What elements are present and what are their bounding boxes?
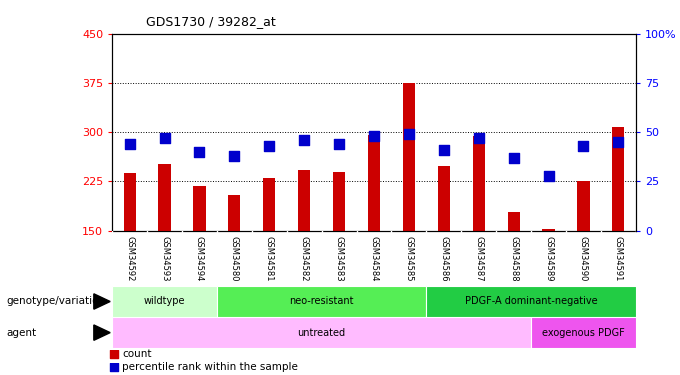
Text: untreated: untreated xyxy=(298,328,345,338)
Point xyxy=(194,149,205,155)
Bar xyxy=(158,164,171,231)
Point xyxy=(403,131,414,137)
Polygon shape xyxy=(94,325,110,340)
Bar xyxy=(298,170,310,231)
Text: GSM34594: GSM34594 xyxy=(195,236,204,281)
Bar xyxy=(426,286,636,317)
Bar xyxy=(217,286,426,317)
Text: GSM34592: GSM34592 xyxy=(125,236,134,281)
Point xyxy=(473,135,484,141)
Bar xyxy=(507,212,520,231)
Point xyxy=(124,141,135,147)
Text: GSM34587: GSM34587 xyxy=(474,236,483,282)
Text: percentile rank within the sample: percentile rank within the sample xyxy=(122,363,299,372)
Point xyxy=(508,155,519,161)
Point xyxy=(108,364,120,370)
Text: GSM34584: GSM34584 xyxy=(369,236,379,282)
Bar xyxy=(612,127,624,231)
Bar xyxy=(577,182,590,231)
Point xyxy=(369,133,379,139)
Text: GSM34589: GSM34589 xyxy=(544,236,553,282)
Text: GSM34590: GSM34590 xyxy=(579,236,588,281)
Point xyxy=(543,172,554,178)
Text: PDGF-A dominant-negative: PDGF-A dominant-negative xyxy=(464,297,598,306)
Text: wildtype: wildtype xyxy=(143,297,186,306)
Bar xyxy=(368,135,380,231)
Bar xyxy=(112,286,217,317)
Text: genotype/variation: genotype/variation xyxy=(7,297,106,306)
Text: GSM34585: GSM34585 xyxy=(405,236,413,282)
Text: GSM34580: GSM34580 xyxy=(230,236,239,282)
Bar xyxy=(333,172,345,231)
Point xyxy=(334,141,345,147)
Bar xyxy=(263,178,275,231)
Text: GSM34593: GSM34593 xyxy=(160,236,169,282)
Text: neo-resistant: neo-resistant xyxy=(290,297,354,306)
Polygon shape xyxy=(94,294,110,309)
Text: exogenous PDGF: exogenous PDGF xyxy=(542,328,625,338)
Point xyxy=(108,351,120,357)
Text: GSM34583: GSM34583 xyxy=(335,236,343,282)
Text: agent: agent xyxy=(7,328,37,338)
Bar xyxy=(473,136,485,231)
Bar xyxy=(228,195,241,231)
Point xyxy=(439,147,449,153)
Bar xyxy=(124,173,136,231)
Text: GDS1730 / 39282_at: GDS1730 / 39282_at xyxy=(146,15,276,28)
Point xyxy=(159,135,170,141)
Bar xyxy=(112,317,531,348)
Point xyxy=(613,139,624,145)
Bar xyxy=(543,229,555,231)
Text: count: count xyxy=(122,350,152,359)
Text: GSM34588: GSM34588 xyxy=(509,236,518,282)
Text: GSM34586: GSM34586 xyxy=(439,236,448,282)
Point xyxy=(578,143,589,149)
Text: GSM34591: GSM34591 xyxy=(614,236,623,281)
Point xyxy=(264,143,275,149)
Point xyxy=(299,137,309,143)
Bar xyxy=(531,317,636,348)
Point xyxy=(229,153,240,159)
Bar xyxy=(438,166,450,231)
Bar xyxy=(193,186,205,231)
Text: GSM34582: GSM34582 xyxy=(300,236,309,282)
Text: GSM34581: GSM34581 xyxy=(265,236,274,282)
Bar xyxy=(403,83,415,231)
